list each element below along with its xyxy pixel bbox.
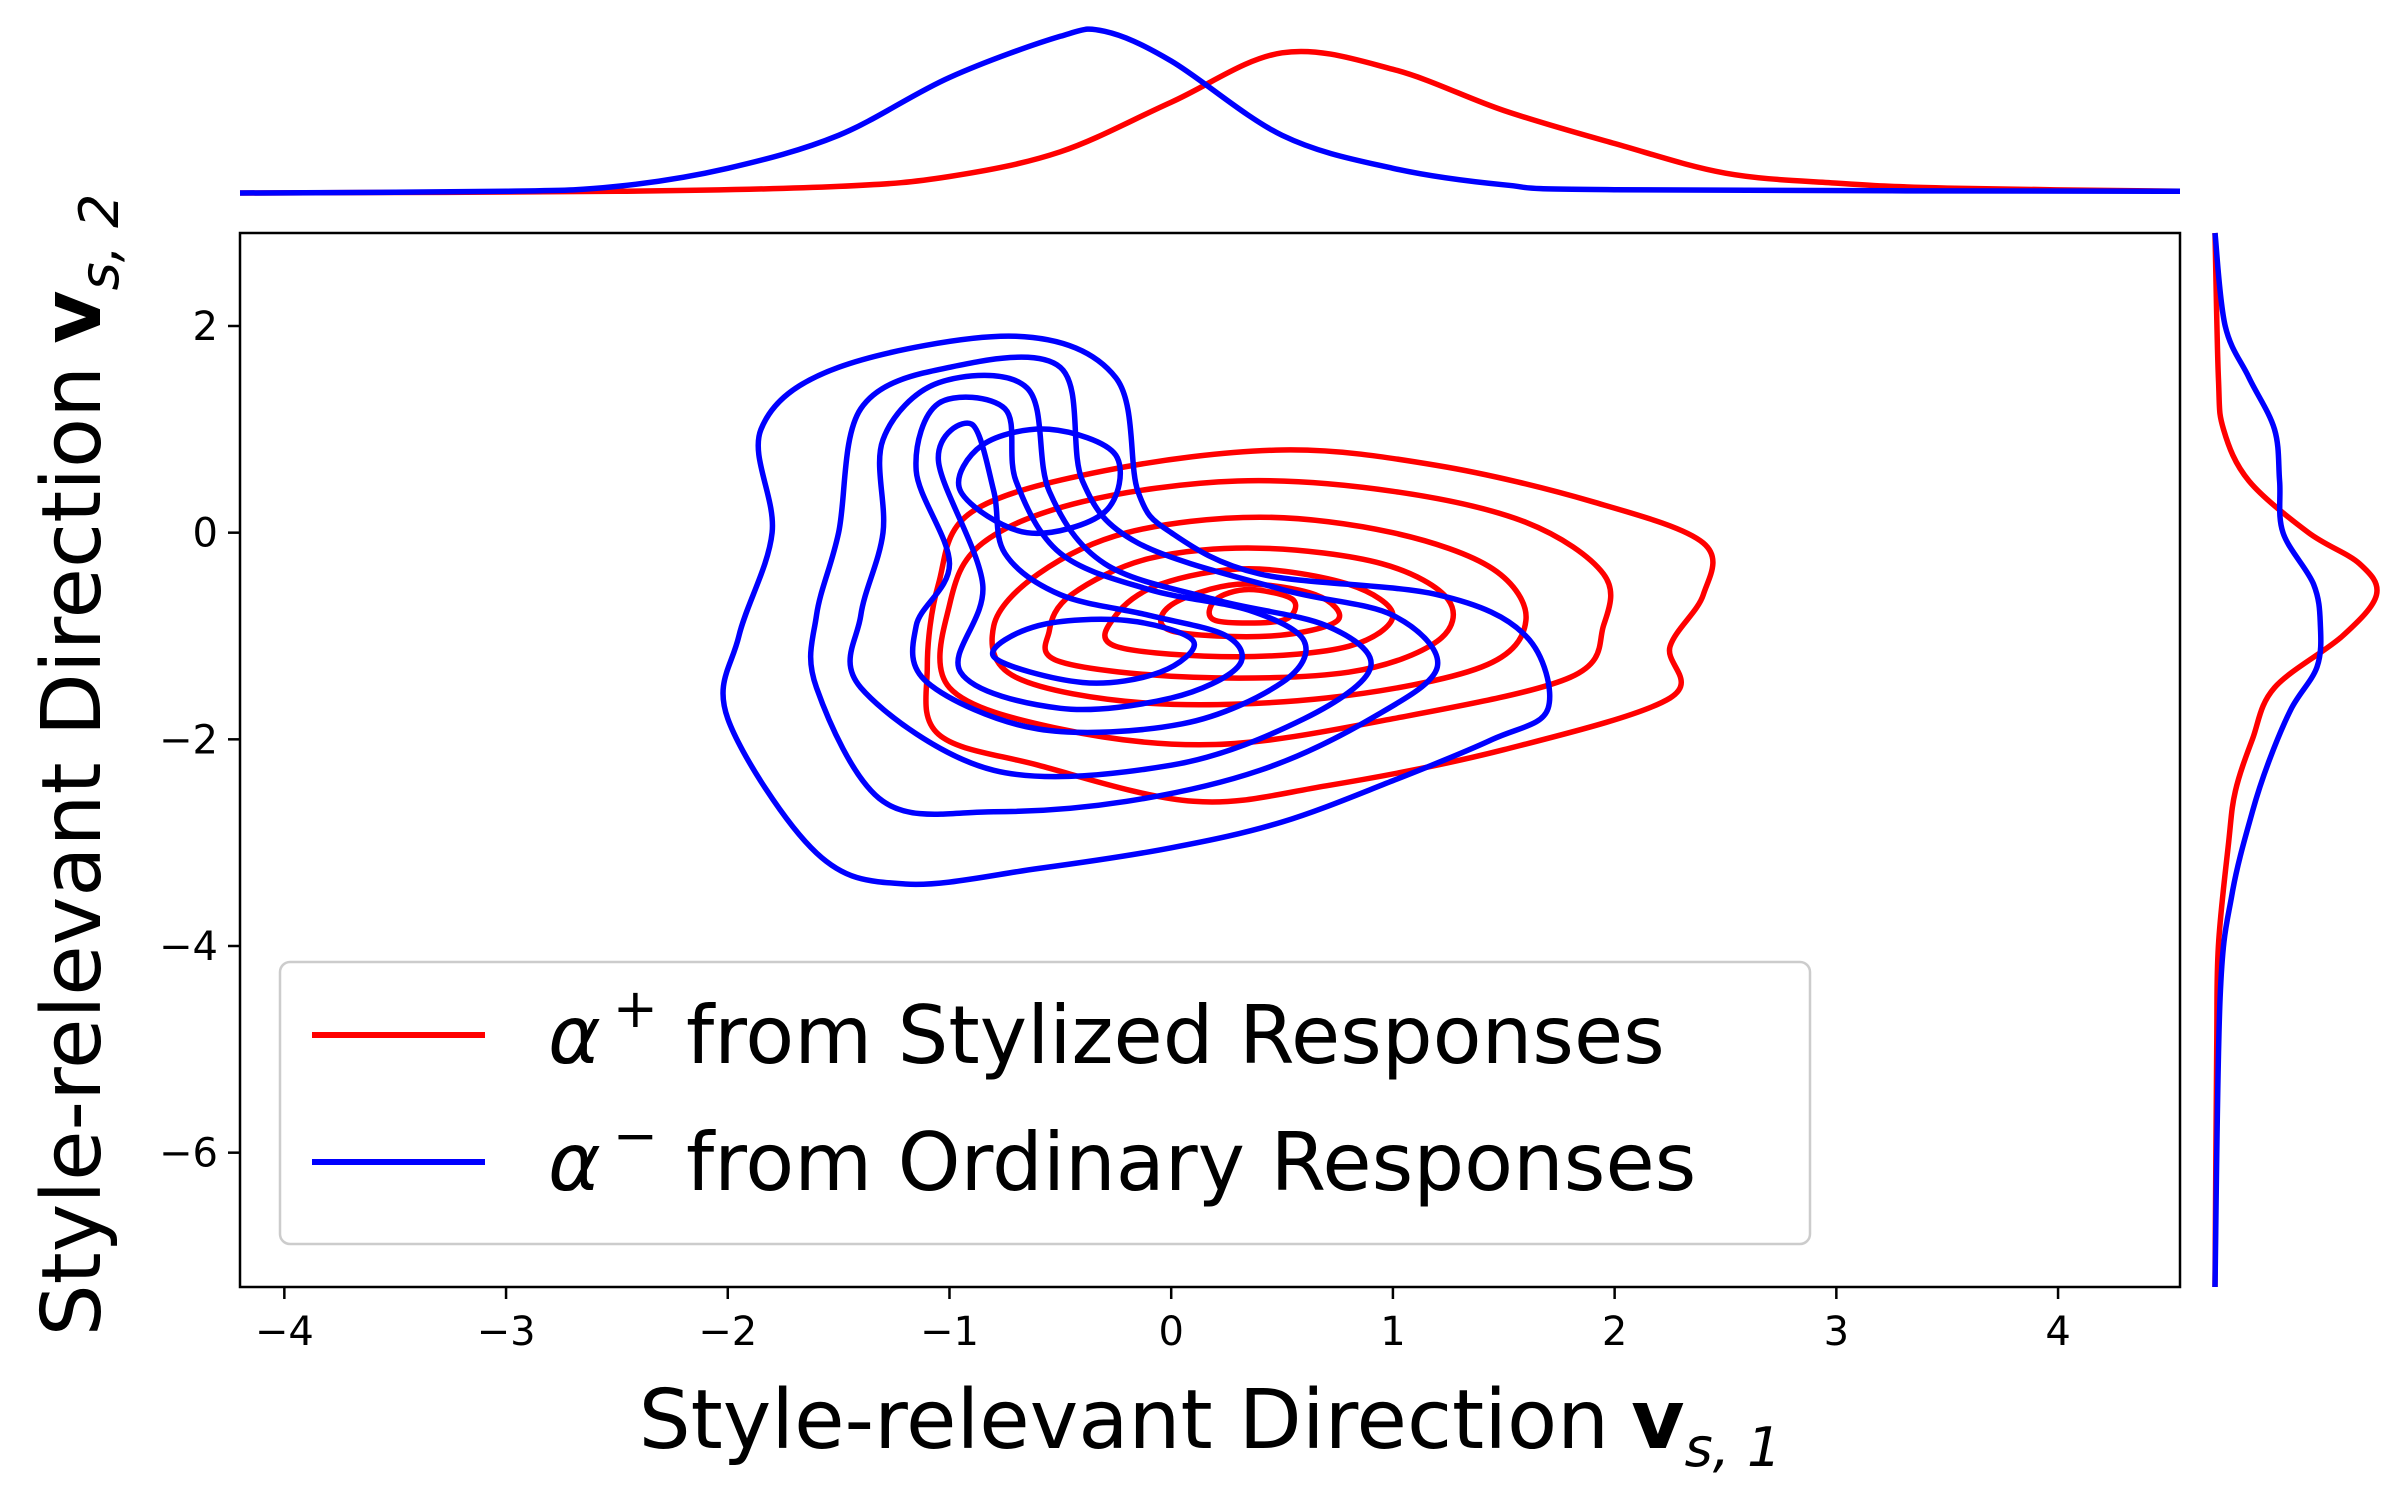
right-marginal-curve-ordinary <box>2212 232 2324 1288</box>
contour-stylized-level-2 <box>937 477 1614 748</box>
x-tick-label: −4 <box>255 1309 314 1355</box>
contour-ordinary-level-6 <box>989 616 1197 686</box>
y-axis-label-text: Style-relevant Direction <box>25 366 120 1337</box>
contour-ordinary-level-3 <box>847 372 1374 780</box>
legend-label-ordinary: α − from Ordinary Responses <box>548 1104 1696 1209</box>
legend-superscript-stylized: + <box>613 977 658 1040</box>
contour-stylized-level-4 <box>1042 545 1457 681</box>
contour-ordinary-level-5 <box>935 420 1245 713</box>
contour-ordinary-level-1 <box>720 333 1553 888</box>
y-axis-label-symbol: v <box>25 290 120 343</box>
contour-ordinary-level-7 <box>956 426 1124 537</box>
x-axis-label: Style-relevant Direction vs, 1 <box>639 1373 1782 1479</box>
top-marginal-curve-stylized <box>239 48 2181 196</box>
legend-superscript-ordinary: − <box>613 1104 658 1167</box>
x-tick-label: 4 <box>2045 1309 2070 1355</box>
main-plot-frame <box>238 231 2182 1289</box>
top-marginal-density <box>239 26 2181 196</box>
y-tick-label: 0 <box>193 511 218 557</box>
contour-ordinary-level-2 <box>807 354 1441 817</box>
y-axis-label: Style-relevant Direction vs, 2 <box>25 194 131 1337</box>
x-tick-label: −2 <box>698 1309 757 1355</box>
contour-stylized-level-3 <box>989 514 1529 708</box>
x-tick-label: 1 <box>1380 1309 1405 1355</box>
contour-plot-area <box>720 333 1716 888</box>
contour-ordinary-level-4 <box>909 394 1309 736</box>
contour-stylized-level-1 <box>923 447 1716 805</box>
x-tick-label: 3 <box>1824 1309 1849 1355</box>
legend-box <box>278 960 1812 1246</box>
legend-symbol-stylized: α <box>548 989 601 1082</box>
legend-name-stylized: from Stylized Responses <box>686 989 1665 1082</box>
top-marginal-curve-ordinary <box>239 26 2181 196</box>
right-marginal-curve-stylized <box>2212 232 2380 1288</box>
legend-label-stylized: α + from Stylized Responses <box>548 977 1665 1082</box>
x-tick-label: −1 <box>920 1309 979 1355</box>
x-axis-ticks: −4 −3 −2 −1 0 1 2 3 4 <box>255 1287 2071 1355</box>
x-tick-label: −3 <box>477 1309 536 1355</box>
legend-symbol-ordinary: α <box>548 1116 601 1209</box>
legend: α + from Stylized Responses α − from Ordinar… <box>278 960 1812 1246</box>
y-tick-label: −2 <box>159 717 218 763</box>
x-tick-label: 0 <box>1158 1309 1183 1355</box>
right-marginal-density <box>2212 232 2380 1288</box>
x-tick-label: 2 <box>1602 1309 1627 1355</box>
y-axis-ticks: 2 0 −2 −4 −6 <box>159 304 240 1177</box>
x-axis-label-symbol: v <box>1631 1373 1684 1468</box>
x-axis-label-text: Style-relevant Direction <box>639 1373 1610 1468</box>
y-tick-label: −4 <box>159 924 218 970</box>
y-axis-label-subscript: s, 2 <box>68 194 131 291</box>
legend-name-ordinary: from Ordinary Responses <box>686 1116 1696 1209</box>
x-axis-label-subscript: s, 1 <box>1685 1416 1782 1479</box>
y-tick-label: 2 <box>193 304 218 350</box>
y-tick-label: −6 <box>159 1131 218 1177</box>
